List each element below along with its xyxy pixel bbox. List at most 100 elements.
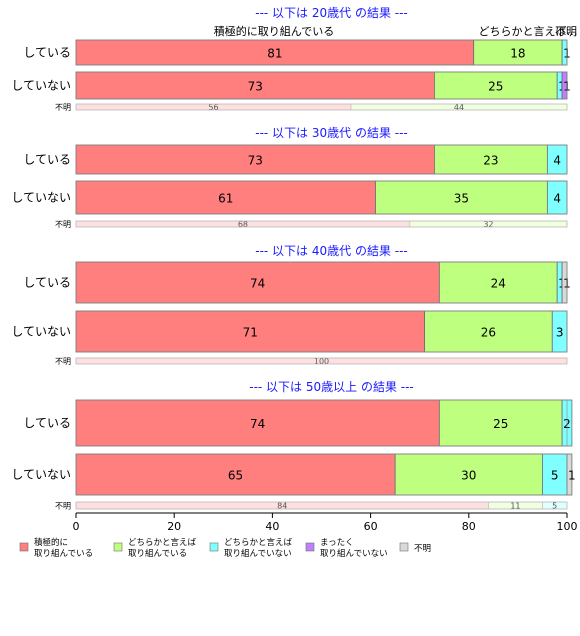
data-label: 74 (250, 417, 265, 431)
row-label: 不明 (55, 220, 71, 229)
data-label: 25 (488, 80, 503, 94)
panel-title: --- 以下は 50歳以上 の結果 --- (249, 380, 414, 394)
data-label: 68 (238, 220, 248, 229)
data-label: 35 (454, 192, 469, 206)
bar-segment (438, 261, 558, 304)
x-axis: 0 20 40 60 80 100 (73, 512, 578, 533)
legend-label: どちらかと言えば (128, 537, 197, 548)
legend-label: 取り組んでいない (224, 548, 292, 559)
data-label: 56 (208, 103, 218, 112)
row-label: していない (11, 191, 71, 205)
x-tick-label: 60 (364, 520, 378, 533)
data-label: 71 (243, 326, 258, 340)
legend-label: 取り組んでいる (128, 548, 187, 559)
x-tick-label: 40 (265, 520, 279, 533)
data-label: 25 (493, 417, 508, 431)
x-tick-label: 80 (462, 520, 476, 533)
data-label: 3 (556, 326, 564, 340)
data-label: 73 (248, 80, 263, 94)
data-label: 100 (314, 357, 329, 366)
row-label: 不明 (55, 103, 71, 112)
legend: 積極的に取り組んでいるどちらかと言えば取り組んでいるどちらかと言えば取り組んでい… (19, 537, 431, 559)
x-tick-label: 0 (73, 520, 80, 533)
row-label: している (23, 276, 71, 290)
legend-label: 取り組んでいる (34, 548, 93, 559)
data-label: 74 (250, 277, 265, 291)
bar-segment (542, 453, 568, 496)
bar-outline (75, 357, 568, 365)
data-label: 26 (481, 326, 496, 340)
panel-title: --- 以下は 20歳代 の結果 --- (255, 6, 408, 20)
bar-outline (75, 399, 568, 447)
row-label: していない (11, 468, 71, 482)
bar-outline (75, 144, 568, 175)
bar-segment (75, 261, 440, 304)
data-label: 11 (510, 502, 520, 511)
data-label: 18 (510, 47, 525, 61)
data-label: 5 (551, 469, 559, 483)
legend-entry: 不明 (399, 542, 431, 554)
bar-segment (438, 399, 563, 447)
x-tick-label: 20 (167, 520, 181, 533)
bar-segment (375, 180, 548, 215)
data-label: 65 (228, 469, 243, 483)
bar-outline (75, 180, 568, 215)
chart-panels: --- 以下は 20歳代 の結果 --- している 81 18 1 していない 73 25 11… (11, 6, 575, 511)
x-tick-label: 100 (557, 520, 578, 533)
data-label: 4 (553, 154, 561, 168)
row-label: していない (11, 79, 71, 93)
bar-outline (75, 453, 568, 496)
data-label: 61 (218, 192, 233, 206)
bar-outline (75, 39, 568, 66)
bar-segment (75, 39, 475, 66)
bar-outline (75, 71, 568, 100)
legend-label: 取り組んでいない (320, 548, 388, 559)
panel-title: --- 以下は 40歳代 の結果 --- (255, 244, 408, 258)
legend-swatch (113, 542, 123, 552)
bar-segment (75, 310, 426, 353)
row-label: していない (11, 325, 71, 339)
legend-swatch (19, 542, 29, 552)
header-label-unknown: 不明 (555, 25, 577, 38)
bar-outline (75, 103, 568, 111)
bar-outline (75, 261, 568, 304)
bar-segment (75, 71, 435, 100)
data-label: 24 (491, 277, 506, 291)
legend-label: まったく (320, 538, 354, 548)
row-label: している (23, 46, 71, 60)
data-label: 23 (483, 154, 498, 168)
data-label: 4 (553, 192, 561, 206)
bar-segment (75, 144, 435, 175)
bar-segment (75, 453, 396, 496)
bar-outline (75, 220, 568, 228)
data-label: 32 (483, 220, 493, 229)
panel-title: --- 以下は 30歳代 の結果 --- (255, 126, 408, 140)
legend-swatch (209, 542, 219, 552)
header-label-active: 積極的に取り組んでいる (214, 24, 334, 38)
first-panel-header-labels: 積極的に取り組んでいる どちらかと言えば… 不明 (214, 24, 578, 38)
data-label: 81 (267, 47, 282, 61)
data-label: 5 (552, 502, 557, 511)
row-label: 不明 (55, 502, 71, 511)
legend-label: どちらかと言えば (224, 537, 293, 548)
panel-1: --- 以下は 30歳代 の結果 --- している 73 23 4 していない 61 35 4 不… (11, 126, 568, 229)
data-label: 1 (568, 469, 576, 483)
row-label: している (23, 153, 71, 167)
data-label: 84 (277, 502, 287, 511)
legend-entry: 積極的に取り組んでいる (19, 537, 93, 559)
bar-outline (75, 501, 568, 510)
legend-label: 不明 (414, 544, 431, 554)
bar-outline (75, 310, 568, 353)
data-label: 44 (454, 103, 464, 112)
legend-label: 積極的に (34, 537, 68, 548)
data-label: 30 (461, 469, 476, 483)
bar-segment (473, 39, 563, 66)
panel-0: --- 以下は 20歳代 の結果 ---している81181していない732511… (11, 6, 570, 112)
header-label-somewhat: どちらかと言えば… (479, 25, 578, 38)
legend-swatch (399, 542, 409, 552)
